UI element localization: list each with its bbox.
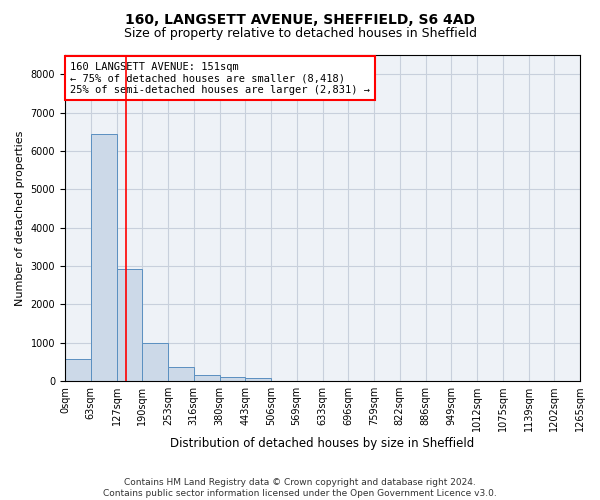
Y-axis label: Number of detached properties: Number of detached properties <box>15 130 25 306</box>
Text: Size of property relative to detached houses in Sheffield: Size of property relative to detached ho… <box>124 28 476 40</box>
Bar <box>91 134 116 381</box>
Bar <box>245 378 271 381</box>
X-axis label: Distribution of detached houses by size in Sheffield: Distribution of detached houses by size … <box>170 437 475 450</box>
Bar <box>142 344 168 381</box>
Text: Contains HM Land Registry data © Crown copyright and database right 2024.
Contai: Contains HM Land Registry data © Crown c… <box>103 478 497 498</box>
Bar <box>65 359 91 381</box>
Text: 160 LANGSETT AVENUE: 151sqm
← 75% of detached houses are smaller (8,418)
25% of : 160 LANGSETT AVENUE: 151sqm ← 75% of det… <box>70 62 370 94</box>
Bar <box>220 377 245 381</box>
Bar <box>194 375 220 381</box>
Bar <box>116 269 142 381</box>
Text: 160, LANGSETT AVENUE, SHEFFIELD, S6 4AD: 160, LANGSETT AVENUE, SHEFFIELD, S6 4AD <box>125 12 475 26</box>
Bar <box>168 368 194 381</box>
